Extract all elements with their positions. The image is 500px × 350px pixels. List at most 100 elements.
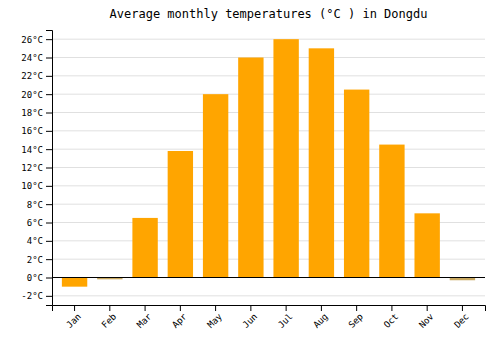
tick-mark	[46, 113, 52, 114]
tick-mark	[46, 131, 52, 132]
tick-mark	[46, 94, 52, 95]
bar	[309, 48, 334, 277]
tick: Jul	[276, 305, 295, 330]
tick: Apr	[170, 305, 189, 330]
grid-line	[52, 57, 485, 58]
grid-line	[52, 39, 485, 40]
tick-mark	[46, 223, 52, 224]
tick-mark	[46, 259, 52, 260]
tick: 10°C	[21, 181, 52, 191]
bar	[344, 90, 369, 278]
tick-mark	[46, 76, 52, 77]
tick: 2°C	[27, 255, 52, 265]
tick-label: 12°C	[21, 163, 43, 173]
tick-mark	[46, 241, 52, 242]
grid-line	[52, 130, 485, 131]
tick-mark	[109, 305, 110, 311]
tick-label: 20°C	[21, 90, 43, 100]
tick-mark	[46, 168, 52, 169]
tick-mark	[250, 305, 251, 311]
tick-mark	[321, 305, 322, 311]
grid	[52, 39, 485, 296]
tick: Jan	[64, 305, 83, 330]
tick-mark	[46, 58, 52, 59]
tick: May	[205, 305, 224, 330]
tick-label: Aug	[311, 311, 330, 330]
tick: 8°C	[27, 200, 52, 210]
tick-label: 0°C	[27, 273, 43, 283]
grid-line	[52, 112, 485, 113]
y-axis: -2°C 0°C 2°C 4°C 6°C 8°C 10°C 12°C 14°C 16°C 18°C 2…	[21, 31, 52, 306]
tick-mark	[46, 149, 52, 150]
grid-line	[52, 149, 485, 150]
title: Average monthly temperatures (°C ) in Do…	[110, 7, 428, 21]
tick-label: 14°C	[21, 145, 43, 155]
tick-label: Dec	[452, 311, 471, 330]
tick: Nov	[417, 305, 436, 330]
tick: 20°C	[21, 90, 52, 100]
grid-line	[52, 277, 485, 278]
tick-label: Apr	[170, 311, 189, 330]
tick-label: 10°C	[21, 181, 43, 191]
plot-area: -2°C 0°C 2°C 4°C 6°C 8°C 10°C 12°C 14°C 16°C 18°C 2…	[21, 31, 485, 331]
tick-label: 18°C	[21, 108, 43, 118]
tick-label: 2°C	[27, 255, 43, 265]
tick-label: 26°C	[21, 35, 43, 45]
grid-line	[52, 167, 485, 168]
tick-label: Mar	[135, 311, 154, 330]
tick-mark	[74, 305, 75, 311]
tick-label: 16°C	[21, 126, 43, 136]
tick-label: May	[205, 311, 224, 330]
tick: Sep	[346, 305, 365, 330]
tick-mark	[46, 296, 52, 297]
tick-mark	[427, 305, 428, 311]
tick: 16°C	[21, 126, 52, 136]
tick: Aug	[311, 305, 330, 330]
tick: Oct	[382, 305, 401, 330]
tick-label: -2°C	[21, 291, 43, 301]
bar	[238, 58, 263, 278]
chart: -2°C 0°C 2°C 4°C 6°C 8°C 10°C 12°C 14°C 16°C 18°C 2…	[0, 0, 500, 350]
tick-label: 6°C	[27, 218, 43, 228]
tick: 26°C	[21, 35, 52, 45]
tick-label: Jan	[64, 311, 83, 330]
tick-mark	[46, 39, 52, 40]
tick-mark	[46, 278, 52, 279]
grid-line	[52, 185, 485, 186]
tick: -2°C	[21, 291, 52, 301]
bar	[62, 278, 87, 287]
tick-label: Sep	[346, 311, 365, 330]
tick-label: Nov	[417, 311, 436, 330]
bar	[203, 94, 228, 277]
tick: 0°C	[27, 273, 52, 283]
bar	[414, 213, 439, 277]
tick-mark	[356, 305, 357, 311]
tick-mark	[215, 305, 216, 311]
tick: 6°C	[27, 218, 52, 228]
grid-line	[52, 204, 485, 205]
tick-label: Jun	[241, 311, 260, 330]
bar	[132, 218, 157, 278]
tick-label: Jul	[276, 311, 295, 330]
tick: Feb	[100, 305, 119, 330]
bars	[62, 39, 475, 286]
tick: 22°C	[21, 71, 52, 81]
tick: 24°C	[21, 53, 52, 63]
tick-mark	[462, 305, 463, 311]
tick: 12°C	[21, 163, 52, 173]
tick-label: 22°C	[21, 71, 43, 81]
bar	[379, 145, 404, 278]
tick-label: 4°C	[27, 236, 43, 246]
tick-label: 8°C	[27, 200, 43, 210]
grid-line	[52, 75, 485, 76]
tick-label: Oct	[382, 311, 401, 330]
tick: Jun	[241, 305, 260, 330]
axis-line	[46, 31, 53, 306]
tick-mark	[46, 186, 52, 187]
bar	[168, 151, 193, 278]
tick-mark	[46, 204, 52, 205]
tick-mark	[180, 305, 181, 311]
tick: Dec	[452, 305, 471, 330]
tick-mark	[286, 305, 287, 311]
tick-label: 24°C	[21, 53, 43, 63]
